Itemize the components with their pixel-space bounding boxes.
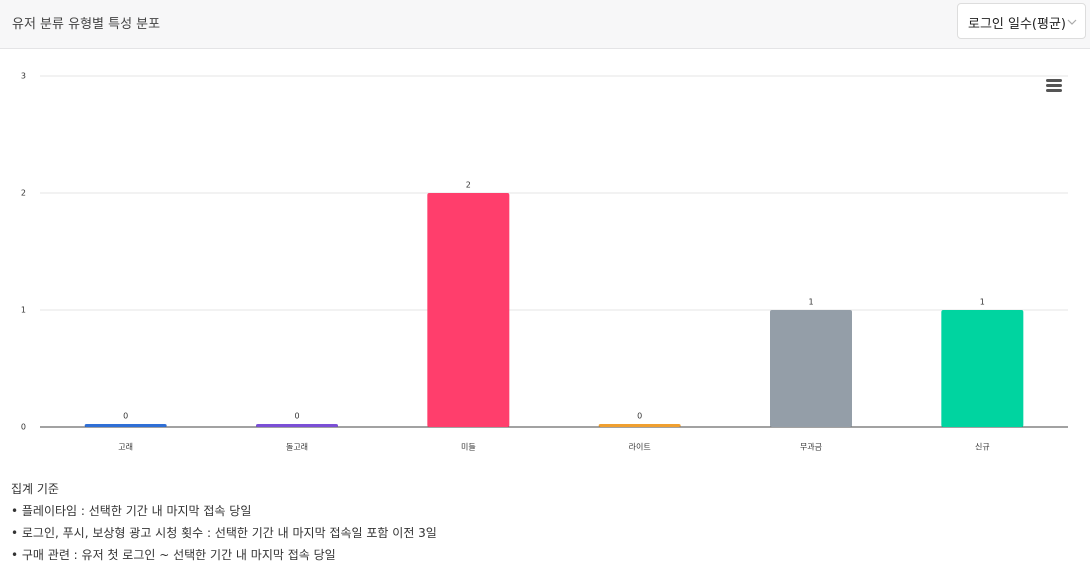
y-tick-label: 0 bbox=[21, 423, 26, 432]
metric-dropdown[interactable]: 로그인 일수(평균) bbox=[957, 3, 1086, 39]
x-tick-label: 돌고래 bbox=[286, 443, 308, 452]
bar bbox=[941, 310, 1024, 427]
x-tick-label: 라이트 bbox=[629, 442, 651, 452]
note-item: • 구매 관련 : 유저 첫 로그인 ~ 선택한 기간 내 마지막 접속 당일 bbox=[11, 548, 336, 562]
data-label: 0 bbox=[123, 412, 128, 421]
y-tick-label: 2 bbox=[21, 189, 26, 198]
bar bbox=[84, 424, 167, 427]
notes-heading: 집계 기준 bbox=[11, 482, 59, 496]
note-item: • 로그인, 푸시, 보상형 광고 시청 횟수 : 선택한 기간 내 마지막 접… bbox=[11, 526, 437, 540]
data-label: 0 bbox=[294, 412, 299, 421]
data-label: 1 bbox=[808, 298, 813, 307]
chart-menu[interactable] bbox=[1046, 79, 1062, 92]
header: 유저 분류 유형별 특성 분포 로그인 일수(평균) bbox=[0, 0, 1090, 49]
bar bbox=[598, 424, 681, 427]
y-tick-label: 1 bbox=[21, 306, 26, 315]
chevron bbox=[1067, 19, 1077, 25]
bar bbox=[770, 310, 852, 427]
data-label: 1 bbox=[980, 298, 985, 307]
data-label: 0 bbox=[637, 412, 642, 421]
note-item: • 플레이타임 : 선택한 기간 내 마지막 접속 당일 bbox=[11, 504, 252, 518]
bar bbox=[256, 424, 338, 427]
data-label: 2 bbox=[466, 181, 471, 190]
x-tick-label: 신규 bbox=[975, 443, 990, 452]
x-tick-label: 미들 bbox=[461, 443, 476, 452]
chart: 0 1 2 3 고래 0 돌고래 0 미들 2 라이트 0 무과금 1 신규 1 bbox=[21, 72, 1068, 452]
dropdown-label: 로그인 일수(평균) bbox=[968, 17, 1066, 32]
y-tick-label: 3 bbox=[21, 72, 26, 81]
bar bbox=[427, 193, 510, 427]
page-title: 유저 분류 유형별 특성 분포 bbox=[12, 17, 161, 32]
x-tick-label: 고래 bbox=[118, 443, 133, 452]
x-tick-label: 무과금 bbox=[800, 443, 822, 452]
